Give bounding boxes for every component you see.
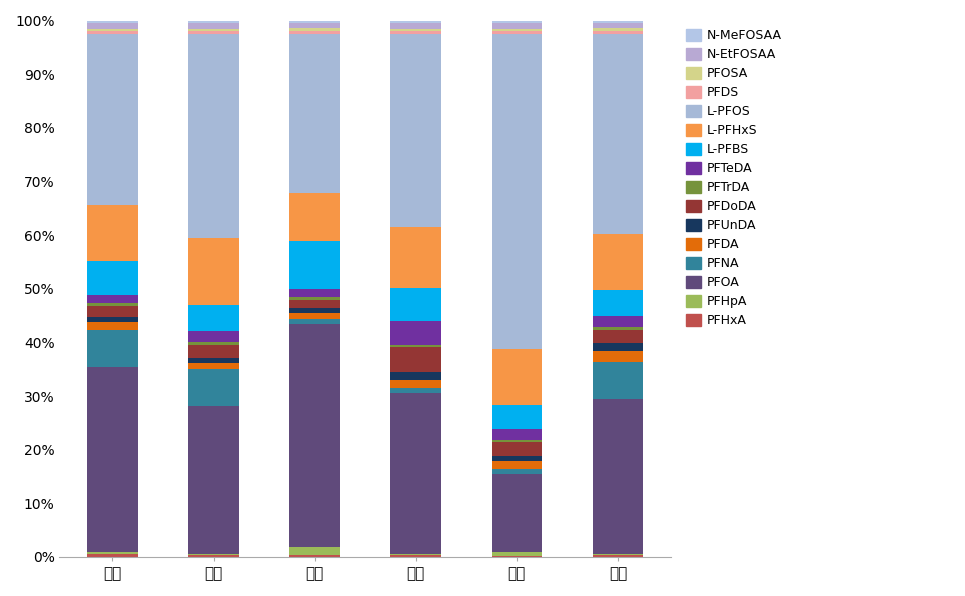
Bar <box>188 555 238 557</box>
Bar <box>491 461 542 469</box>
Bar <box>188 364 238 369</box>
Bar <box>188 31 238 34</box>
Bar <box>593 290 643 316</box>
Bar <box>391 380 441 387</box>
Bar <box>290 31 340 34</box>
Bar <box>87 296 138 303</box>
Bar <box>491 29 542 31</box>
Bar <box>491 34 542 349</box>
Bar <box>391 288 441 321</box>
Bar <box>391 344 441 347</box>
Bar <box>87 306 138 316</box>
Bar <box>391 554 441 555</box>
Bar <box>593 316 643 327</box>
Bar <box>87 34 138 204</box>
Bar <box>188 305 238 331</box>
Bar <box>87 552 138 554</box>
Bar <box>391 34 441 227</box>
Bar <box>593 234 643 290</box>
Bar <box>87 330 138 368</box>
Bar <box>188 344 238 358</box>
Bar <box>491 20 542 23</box>
Bar <box>391 321 441 344</box>
Bar <box>593 555 643 557</box>
Bar <box>391 20 441 23</box>
Bar <box>290 324 340 547</box>
Bar <box>290 29 340 31</box>
Bar <box>593 351 643 362</box>
Bar <box>593 554 643 555</box>
Bar <box>290 20 340 23</box>
Bar <box>87 316 138 322</box>
Bar <box>593 34 643 234</box>
Bar <box>188 238 238 305</box>
Bar <box>491 405 542 429</box>
Bar <box>188 342 238 344</box>
Bar <box>391 387 441 393</box>
Bar <box>593 20 643 23</box>
Bar <box>188 358 238 364</box>
Bar <box>491 474 542 552</box>
Bar <box>290 313 340 318</box>
Bar <box>593 327 643 330</box>
Bar <box>87 23 138 29</box>
Bar <box>491 556 542 557</box>
Bar <box>87 322 138 330</box>
Bar <box>491 552 542 556</box>
Legend: N-MeFOSAA, N-EtFOSAA, PFOSA, PFDS, L-PFOS, L-PFHxS, L-PFBS, PFTeDA, PFTrDA, PFDo: N-MeFOSAA, N-EtFOSAA, PFOSA, PFDS, L-PFO… <box>683 27 785 330</box>
Bar <box>491 469 542 474</box>
Bar <box>87 554 138 557</box>
Bar <box>593 343 643 351</box>
Bar <box>491 429 542 439</box>
Bar <box>391 227 441 288</box>
Bar <box>87 368 138 552</box>
Bar <box>391 31 441 34</box>
Bar <box>491 23 542 29</box>
Bar <box>188 554 238 555</box>
Bar <box>290 23 340 29</box>
Bar <box>593 362 643 399</box>
Bar <box>391 555 441 557</box>
Bar <box>290 555 340 557</box>
Bar <box>87 260 138 296</box>
Bar <box>593 31 643 34</box>
Bar <box>188 20 238 23</box>
Bar <box>188 29 238 31</box>
Bar <box>290 547 340 555</box>
Bar <box>290 300 340 308</box>
Bar <box>290 318 340 324</box>
Bar <box>290 289 340 297</box>
Bar <box>491 455 542 461</box>
Bar <box>87 20 138 23</box>
Bar <box>391 393 441 554</box>
Bar <box>188 331 238 342</box>
Bar <box>188 369 238 406</box>
Bar <box>391 23 441 29</box>
Bar <box>593 29 643 31</box>
Bar <box>391 29 441 31</box>
Bar <box>290 308 340 313</box>
Bar <box>491 439 542 442</box>
Bar <box>290 34 340 194</box>
Bar <box>188 34 238 238</box>
Bar <box>87 31 138 34</box>
Bar <box>290 241 340 289</box>
Bar <box>188 406 238 554</box>
Bar <box>188 23 238 29</box>
Bar <box>593 23 643 29</box>
Bar <box>391 371 441 380</box>
Bar <box>290 194 340 241</box>
Bar <box>491 349 542 405</box>
Bar <box>593 330 643 343</box>
Bar <box>593 399 643 554</box>
Bar <box>290 297 340 300</box>
Bar <box>391 347 441 371</box>
Bar <box>491 442 542 455</box>
Bar <box>87 204 138 260</box>
Bar <box>87 29 138 31</box>
Bar <box>491 31 542 34</box>
Bar <box>87 303 138 306</box>
